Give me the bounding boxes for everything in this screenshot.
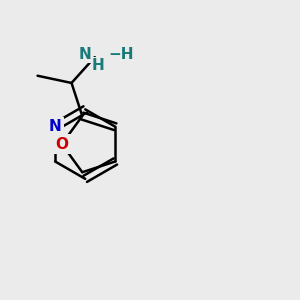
Text: N: N <box>79 47 92 62</box>
Text: N: N <box>49 119 61 134</box>
Text: −H: −H <box>108 47 134 62</box>
Text: O: O <box>55 136 68 152</box>
Text: H: H <box>92 58 105 73</box>
